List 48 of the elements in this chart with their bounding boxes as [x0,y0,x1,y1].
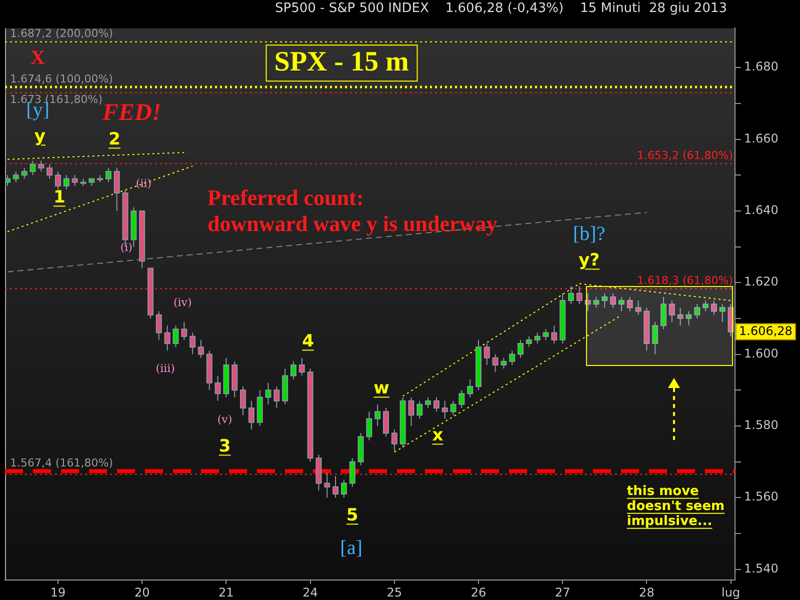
text: 1.606,28 [739,324,792,338]
annotation: (iv) [173,296,192,310]
ref-line-label: 1.653,2 (61,80%) [636,149,733,162]
x-tick-label: 28 [639,585,654,600]
annotation: 3 [218,436,231,457]
x-tick-label: lug [722,585,740,600]
annotation: w [374,378,390,399]
annotation: y [34,126,46,147]
y-tick-label: 1.640 [744,203,778,218]
annotation: y? [578,250,600,271]
y-tick-label: 1.600 [744,346,778,360]
chart-title: SP500 - S&P 500 INDEX 1.606,28 (-0,43%) 15 Minuti 28 giu 2013 [274,0,728,18]
x-tick-label: 25 [386,585,402,600]
annotation: X [30,47,46,69]
annotation: SPX - 15 m [265,44,418,82]
annotation: (ii) [136,176,152,190]
x-tick-label: 24 [302,585,318,600]
x-tick-label: 21 [218,585,234,600]
annotation: [a] [340,537,362,559]
annotation: 1 [53,188,66,208]
x-tick-label: 19 [50,585,66,600]
annotation: impulsive... [626,514,712,530]
x-tick-label: 20 [134,585,150,600]
x-tick-label: 27 [554,585,570,600]
x-tick-label: 26 [470,585,486,600]
annotation: (v) [217,412,232,426]
y-tick-label: 1.680 [744,60,778,74]
y-tick-label: 1.560 [744,490,778,504]
ref-line-label: 1.567,4 (161,80%) [10,456,114,470]
y-tick-label: 1.620 [744,274,778,289]
annotation: this move [626,484,699,500]
annotation: downward wave y is underway [208,210,498,236]
annotation: 5 [346,506,358,526]
annotation: Preferred count: [208,184,364,210]
annotation: doesn't seem [626,498,725,514]
annotation: 2 [108,130,120,150]
ref-line-label: 1.687,2 (200,00%) [10,27,114,40]
annotation: 4 [302,332,314,352]
annotation: x [432,426,444,446]
annotation: FED! [102,100,162,126]
y-tick-label: 1.580 [744,418,778,432]
annotation: (i) [120,240,132,254]
annotation: [b]? [572,223,606,245]
annotation: (iii) [156,362,175,376]
ref-line-label: 1.618,3 (61,80%) [636,274,733,288]
y-tick-label: 1.660 [744,131,778,146]
ref-line-label: 1.674,6 (100,00%) [10,72,114,86]
y-tick-label: 1.540 [744,561,778,576]
